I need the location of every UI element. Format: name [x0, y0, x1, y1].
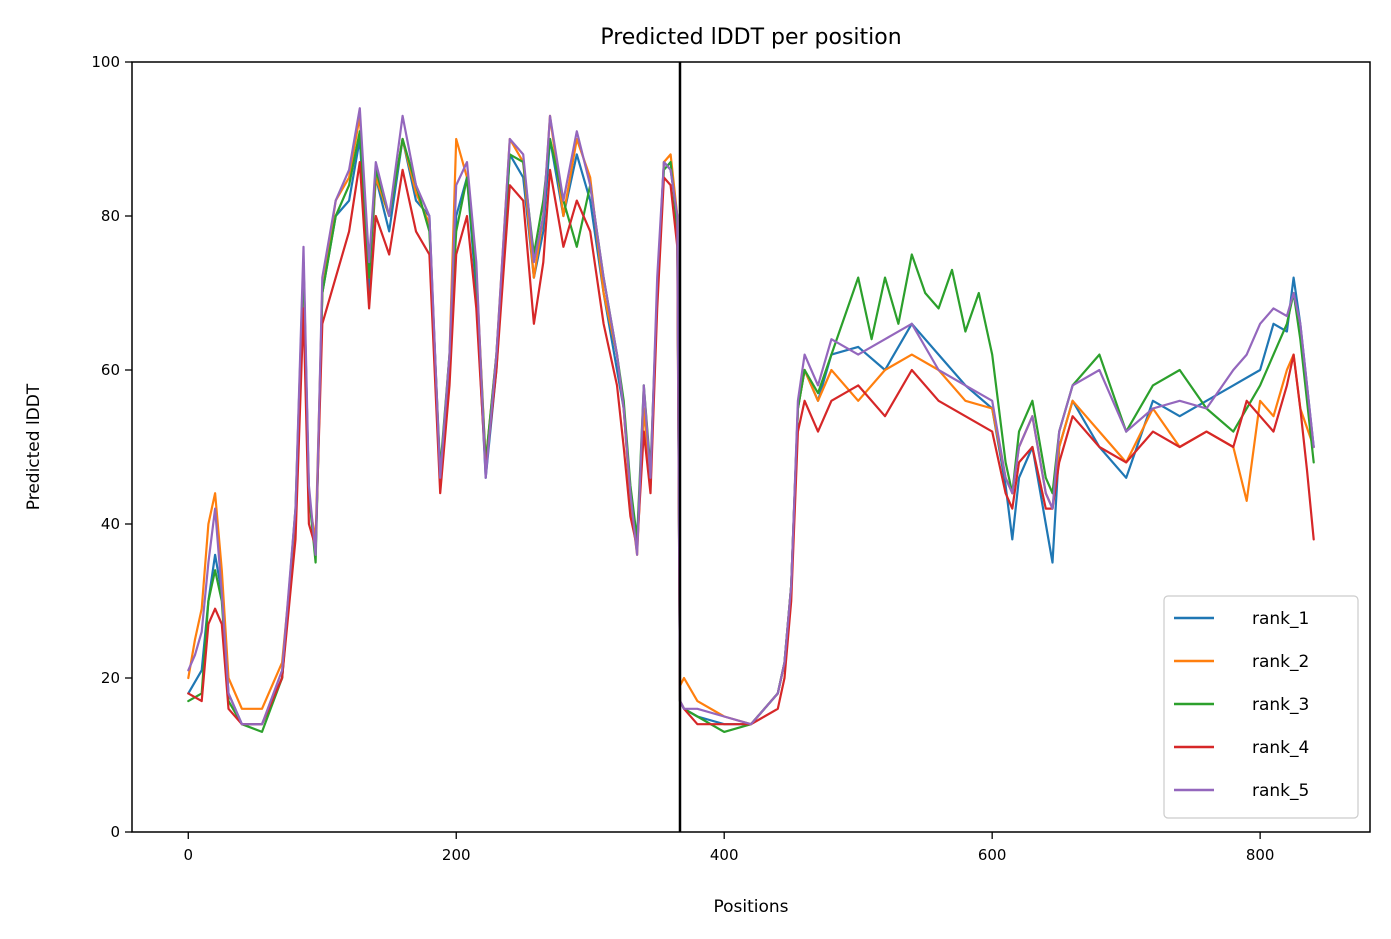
legend: rank_1 rank_2 rank_3 rank_4 rank_5: [1164, 596, 1358, 818]
x-tick-label: 200: [442, 846, 471, 864]
y-tick-label: 60: [101, 361, 120, 379]
x-tick-label: 0: [183, 846, 193, 864]
x-tick-label: 400: [710, 846, 739, 864]
legend-label-rank_4: rank_4: [1252, 738, 1309, 758]
y-tick-label: 20: [101, 669, 120, 687]
y-tick-label: 80: [101, 207, 120, 225]
x-axis-label: Positions: [713, 897, 788, 917]
x-tick-label: 800: [1246, 846, 1275, 864]
y-axis-label: Predicted lDDT: [24, 383, 44, 510]
legend-label-rank_1: rank_1: [1252, 609, 1309, 629]
chart-title: Predicted lDDT per position: [600, 25, 901, 50]
legend-label-rank_5: rank_5: [1252, 781, 1309, 801]
legend-label-rank_3: rank_3: [1252, 695, 1309, 715]
y-tick-label: 100: [91, 53, 120, 71]
legend-label-rank_2: rank_2: [1252, 652, 1309, 672]
y-tick-label: 40: [101, 515, 120, 533]
x-tick-label: 600: [978, 846, 1007, 864]
y-tick-label: 0: [110, 823, 120, 841]
chart: Predicted lDDT per position 0 200 400 600 80…: [0, 0, 1391, 939]
